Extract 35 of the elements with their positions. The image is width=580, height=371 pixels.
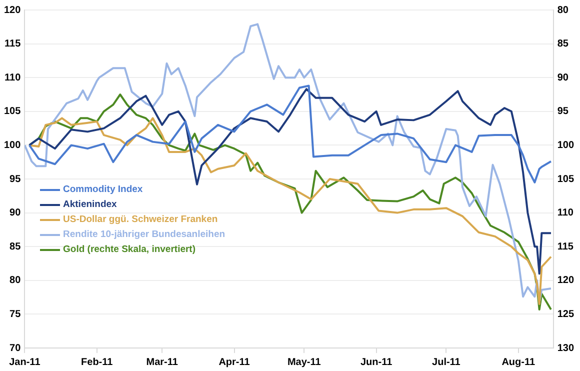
x-tick-label: Mar-11 — [146, 356, 178, 368]
y-tick-label: 75 — [10, 308, 22, 320]
y-tick-label: 90 — [10, 208, 22, 219]
legend-label: Gold (rechte Skala, invertiert) — [63, 244, 196, 255]
y2-tick-label: 85 — [557, 38, 569, 50]
y-tick-label: 80 — [10, 275, 22, 286]
y-tick-label: 110 — [4, 72, 22, 84]
y2-tick-label: 115 — [557, 241, 574, 252]
y2-tick-label: 125 — [557, 308, 574, 320]
y-tick-label: 105 — [4, 106, 22, 118]
y2-tick-label: 80 — [557, 4, 569, 16]
x-tick-label: Aug-11 — [502, 356, 536, 368]
x-tick-label: Jan-11 — [9, 356, 41, 368]
y-tick-label: 95 — [10, 174, 22, 185]
y2-tick-label: 130 — [557, 342, 574, 354]
x-tick-label: Feb-11 — [81, 356, 114, 368]
y-tick-label: 100 — [4, 140, 22, 151]
x-tick-label: Jun-11 — [360, 356, 393, 368]
y2-tick-label: 120 — [557, 275, 574, 286]
legend-label: Commodity Index — [63, 184, 143, 195]
y2-tick-label: 110 — [557, 208, 574, 219]
y2-tick-label: 95 — [557, 106, 569, 118]
y-tick-label: 70 — [10, 342, 22, 354]
legend-label: Aktienindex — [63, 199, 117, 210]
x-tick-label: Apr-11 — [218, 356, 250, 368]
x-tick-label: May-11 — [287, 356, 322, 368]
x-tick-label: Jul-11 — [432, 356, 461, 368]
legend-label: US-Dollar ggü. Schweizer Franken — [63, 214, 218, 225]
y2-tick-label: 90 — [557, 72, 569, 84]
y-tick-label: 85 — [10, 241, 22, 252]
y-tick-label: 120 — [4, 4, 22, 16]
y2-tick-label: 105 — [557, 174, 574, 185]
legend-label: Rendite 10-jähriger Bundesanleihen — [63, 229, 226, 240]
y-tick-label: 115 — [4, 38, 22, 50]
y2-tick-label: 100 — [557, 140, 574, 151]
